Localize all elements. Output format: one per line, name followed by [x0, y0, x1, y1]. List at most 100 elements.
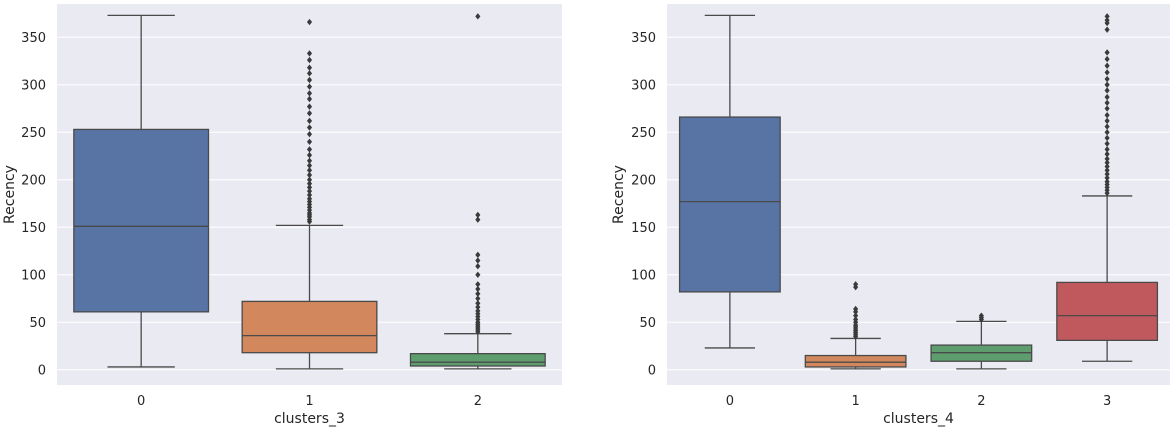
- outlier-point: [306, 162, 313, 169]
- outlier-point: [1104, 174, 1110, 182]
- y-tick-label: 300: [631, 78, 656, 93]
- y-axis-label: Recency: [611, 165, 627, 224]
- iqr-box: [1056, 281, 1159, 341]
- outlier-point: [1104, 123, 1110, 130]
- outlier-point: [1104, 117, 1110, 125]
- outlier-point: [1104, 150, 1110, 158]
- y-tick-label: 100: [21, 268, 46, 283]
- outlier-point: [306, 180, 313, 187]
- y-tick-label: 50: [639, 316, 656, 331]
- box-1: [804, 281, 907, 370]
- outlier-point: [475, 211, 481, 219]
- outlier-point: [1104, 146, 1110, 153]
- outlier-point: [306, 117, 313, 125]
- y-tick-label: 200: [631, 173, 656, 188]
- outlier-point: [1104, 87, 1110, 94]
- iqr-box: [73, 128, 210, 313]
- box-1: [241, 18, 378, 370]
- outlier-point: [475, 271, 481, 278]
- y-tick-label: 250: [631, 126, 656, 141]
- box-0: [73, 14, 210, 368]
- outlier-point: [306, 138, 313, 145]
- outlier-point: [306, 157, 313, 164]
- iqr-box: [804, 354, 907, 368]
- outlier-point: [1104, 167, 1110, 174]
- outlier-point: [475, 285, 481, 293]
- outlier-point: [1104, 69, 1110, 76]
- outlier-point: [306, 76, 313, 84]
- outlier-point: [853, 305, 859, 313]
- outlier-point: [1104, 75, 1110, 83]
- outlier-point: [306, 184, 313, 191]
- y-tick-label: 0: [648, 363, 656, 378]
- outlier-point: [306, 18, 313, 26]
- outlier-point: [306, 187, 313, 195]
- box-2: [930, 312, 1033, 370]
- iqr-box: [678, 116, 781, 293]
- outlier-point: [306, 124, 313, 131]
- outlier-point: [1104, 55, 1110, 63]
- outlier-point: [306, 95, 313, 103]
- outlier-point: [475, 303, 481, 311]
- y-tick-label: 250: [21, 126, 46, 141]
- outlier-point: [1104, 81, 1110, 88]
- outlier-point: [1104, 170, 1110, 178]
- x-tick-label: 2: [474, 394, 482, 409]
- outlier-point: [1104, 163, 1110, 170]
- outlier-point: [306, 50, 313, 57]
- y-tick-label: 350: [631, 31, 656, 46]
- y-tick-label: 100: [631, 268, 656, 283]
- x-axis-label: clusters_3: [274, 411, 345, 427]
- y-tick-label: 150: [21, 221, 46, 236]
- outlier-point: [306, 167, 313, 174]
- box-3: [1056, 13, 1159, 362]
- outlier-point: [475, 251, 481, 259]
- outlier-point: [306, 64, 313, 71]
- outlier-point: [306, 83, 313, 90]
- outlier-point: [1104, 93, 1110, 101]
- outlier-point: [1104, 134, 1110, 142]
- outlier-point: [475, 263, 481, 270]
- outlier-point: [306, 130, 313, 138]
- outlier-point: [1104, 16, 1110, 24]
- outlier-point: [306, 176, 313, 183]
- outlier-point: [306, 146, 313, 153]
- chart-clusters-3: 0 50 100 150 200 250 300 350 0 1 2 clusters_3 Recenc…: [2, 4, 562, 427]
- outlier-point: [978, 312, 984, 319]
- x-tick-label: 0: [726, 394, 734, 409]
- outlier-point: [1104, 49, 1110, 56]
- outlier-point: [1104, 99, 1110, 107]
- outlier-point: [1104, 140, 1110, 147]
- x-tick-label: 2: [977, 394, 985, 409]
- outlier-point: [1104, 62, 1110, 69]
- iqr-box: [409, 352, 546, 367]
- outlier-point: [306, 90, 313, 97]
- box-0: [678, 14, 781, 349]
- y-tick-label: 300: [21, 78, 46, 93]
- outlier-point: [1104, 129, 1110, 136]
- iqr-box: [241, 300, 378, 354]
- box-2: [409, 13, 546, 370]
- outlier-point: [306, 171, 313, 179]
- outlier-point: [853, 281, 859, 288]
- x-tick-label: 0: [137, 394, 145, 409]
- outlier-point: [306, 103, 313, 110]
- outlier-point: [306, 151, 313, 159]
- outlier-point: [475, 257, 481, 264]
- outlier-point: [306, 70, 313, 77]
- y-tick-label: 200: [21, 173, 46, 188]
- outlier-point: [306, 110, 313, 117]
- outlier-point: [1104, 159, 1110, 166]
- outlier-point: [1104, 178, 1110, 185]
- y-tick-label: 350: [21, 31, 46, 46]
- y-tick-label: 150: [631, 221, 656, 236]
- outlier-point: [1104, 155, 1110, 163]
- x-tick-label: 1: [305, 394, 313, 409]
- outlier-point: [306, 56, 313, 64]
- outlier-point: [475, 307, 481, 315]
- outlier-point: [853, 316, 859, 323]
- outlier-point: [1104, 13, 1110, 20]
- x-tick-label: 1: [851, 394, 859, 409]
- outlier-point: [306, 195, 313, 202]
- x-axis-label: clusters_4: [883, 411, 954, 427]
